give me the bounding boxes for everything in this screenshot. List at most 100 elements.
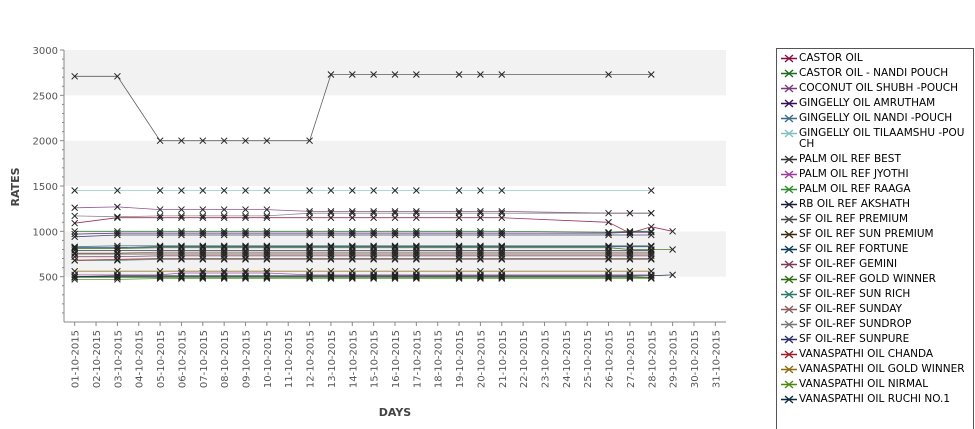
legend-label: CASTOR OIL — [799, 52, 863, 64]
series-line-6 — [74, 276, 652, 278]
data-point-marker — [199, 255, 207, 262]
data-point-marker — [455, 209, 463, 217]
data-point-marker — [327, 243, 335, 251]
legend-marker-icon — [779, 379, 799, 390]
data-point-marker — [199, 248, 207, 256]
data-point-marker — [199, 187, 207, 194]
data-point-marker — [498, 273, 506, 281]
data-point-marker — [605, 256, 612, 263]
legend-item: GINGELLY OIL AMRUTHAM — [779, 96, 971, 111]
data-point-marker — [370, 274, 377, 281]
data-point-marker — [242, 243, 249, 251]
data-point-marker — [178, 275, 185, 282]
x-tick-label: 04-10-2015 — [135, 330, 146, 388]
data-point-marker — [498, 243, 506, 251]
data-point-marker — [242, 255, 249, 262]
data-point-marker — [327, 208, 335, 215]
legend-label: VANASPATHI OIL NIRMAL — [799, 378, 929, 390]
data-point-marker — [306, 231, 313, 239]
legend-label: PALM OIL REF JYOTHI — [799, 168, 909, 180]
data-point-marker — [477, 209, 484, 217]
legend-marker-icon — [779, 169, 799, 180]
legend-item: VANASPATHI OIL RUCHI NO.1 — [779, 392, 971, 407]
legend-label: SF OIL-REF SUNPURE — [799, 333, 910, 345]
data-point-marker — [391, 208, 399, 215]
data-point-marker — [605, 272, 612, 280]
data-point-marker — [156, 275, 164, 282]
legend-item: SF OIL-REF GOLD WINNER — [779, 272, 971, 287]
data-point-marker — [220, 274, 228, 281]
y-tick-label: 1500 — [33, 182, 58, 193]
data-point-marker — [477, 273, 484, 281]
data-point-marker — [327, 71, 335, 78]
data-point-marker — [71, 230, 79, 238]
legend-marker-icon — [779, 334, 799, 345]
x-tick-label: 20-10-2015 — [476, 330, 487, 388]
legend-item: CASTOR OIL — [779, 51, 971, 66]
data-point-marker — [178, 187, 185, 194]
data-point-marker — [263, 214, 271, 222]
legend-label: GINGELLY OIL TILAAMSHU -POUCH — [799, 127, 965, 150]
data-point-marker — [391, 229, 399, 237]
data-point-marker — [114, 249, 121, 257]
data-point-marker — [477, 256, 484, 263]
data-point-marker — [114, 187, 121, 194]
data-point-marker — [626, 228, 634, 236]
grid-band — [64, 186, 726, 232]
data-point-marker — [263, 272, 271, 280]
data-point-marker — [348, 255, 356, 262]
series-line-7 — [74, 272, 652, 276]
data-point-marker — [220, 256, 228, 263]
legend-marker-icon — [779, 244, 799, 255]
data-point-marker — [370, 71, 377, 78]
data-point-marker — [71, 212, 79, 220]
data-point-marker — [71, 72, 79, 80]
data-point-marker — [156, 229, 164, 237]
data-point-marker — [199, 206, 207, 213]
data-point-marker — [156, 272, 164, 280]
data-point-marker — [647, 275, 655, 282]
data-point-marker — [71, 276, 79, 283]
series-line-21 — [74, 278, 652, 280]
legend-item: SF OIL-REF SUNDROP — [779, 317, 971, 332]
data-point-marker — [156, 231, 164, 239]
data-point-marker — [477, 208, 484, 215]
data-point-marker — [114, 256, 121, 264]
data-point-marker — [647, 274, 655, 281]
data-point-marker — [626, 256, 634, 263]
data-point-marker — [626, 273, 634, 281]
data-point-marker — [178, 248, 185, 256]
data-point-marker — [306, 208, 313, 215]
series-line-18 — [74, 234, 652, 238]
data-point-marker — [263, 248, 271, 256]
data-point-marker — [413, 243, 420, 251]
data-point-marker — [71, 244, 79, 252]
data-point-marker — [498, 255, 506, 262]
data-point-marker — [327, 272, 335, 280]
legend-marker-icon — [779, 259, 799, 270]
grid-band — [64, 276, 726, 322]
data-point-marker — [626, 229, 634, 237]
data-point-marker — [498, 229, 506, 237]
data-point-marker — [242, 272, 249, 280]
data-point-marker — [220, 231, 228, 239]
data-point-marker — [327, 274, 335, 281]
data-point-marker — [220, 214, 228, 222]
data-point-marker — [178, 212, 185, 220]
legend-marker-icon — [779, 304, 799, 315]
data-point-marker — [498, 274, 506, 281]
legend-label: COCONUT OIL SHUBH -POUCH — [799, 82, 959, 94]
data-point-marker — [626, 272, 634, 280]
data-point-marker — [306, 248, 313, 256]
data-point-marker — [498, 272, 506, 280]
data-point-marker — [242, 212, 249, 220]
data-point-marker — [348, 209, 356, 217]
data-point-marker — [391, 71, 399, 78]
data-point-marker — [647, 228, 655, 236]
data-point-marker — [156, 206, 164, 213]
series-line-3 — [74, 231, 652, 235]
data-point-marker — [156, 137, 164, 145]
data-point-marker — [306, 272, 313, 280]
data-point-marker — [626, 274, 634, 281]
legend-marker-icon — [779, 349, 799, 360]
